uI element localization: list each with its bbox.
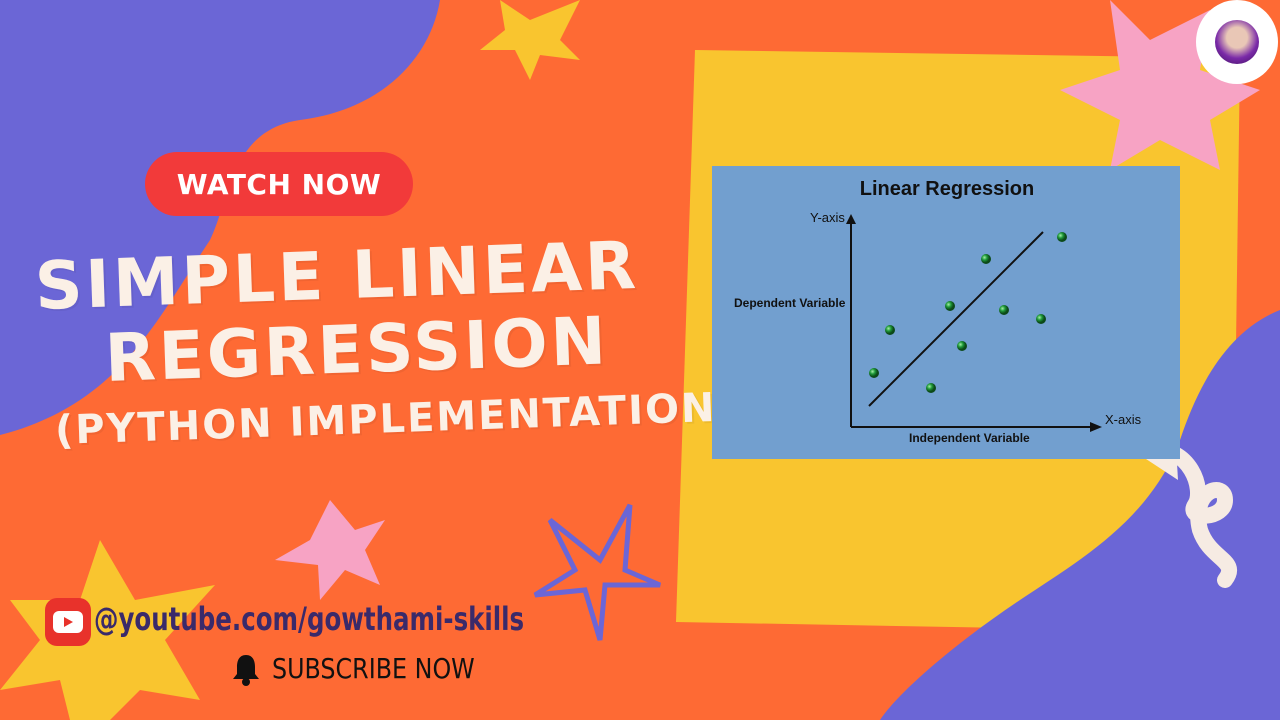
x-axis-arrowhead (1090, 422, 1102, 432)
youtube-icon[interactable] (45, 598, 91, 646)
data-point (885, 325, 895, 335)
channel-logo (1196, 0, 1278, 84)
watch-now-label: WATCH NOW (176, 167, 382, 201)
data-point (981, 254, 991, 264)
curly-arrow-icon (1142, 441, 1237, 588)
data-point (1036, 314, 1046, 324)
channel-url-link[interactable]: @youtube.com/gowthami-skills (94, 600, 525, 638)
data-point (1057, 232, 1067, 242)
purple-blob-bottom-right (880, 310, 1280, 720)
data-point (945, 301, 955, 311)
independent-variable-label: Independent Variable (909, 431, 1030, 445)
channel-avatar (1215, 20, 1259, 64)
data-point (999, 305, 1009, 315)
y-axis-label: Y-axis (810, 210, 845, 225)
y-axis-arrowhead (846, 214, 856, 224)
x-axis-label: X-axis (1105, 412, 1142, 427)
purple-outline-star (533, 503, 661, 641)
watch-now-button[interactable]: WATCH NOW (145, 152, 413, 216)
data-point (926, 383, 936, 393)
bell-icon (233, 655, 259, 686)
data-point (869, 368, 879, 378)
pink-star-bottom (275, 500, 385, 600)
subscribe-now-text[interactable]: SUBSCRIBE NOW (272, 652, 475, 685)
dependent-variable-label: Dependent Variable (734, 296, 846, 310)
regression-line (868, 231, 1044, 407)
linear-regression-chart: Linear Regression Y-axis X-axis Dependen… (712, 166, 1180, 459)
yellow-star-top (480, 0, 580, 80)
yellow-star-bottom-left (0, 540, 215, 720)
chart-title: Linear Regression (859, 178, 1035, 200)
chart-plot (846, 214, 1102, 432)
data-point (957, 341, 967, 351)
pink-star-top-right (1060, 0, 1260, 170)
purple-blob-top-left (0, 0, 440, 435)
